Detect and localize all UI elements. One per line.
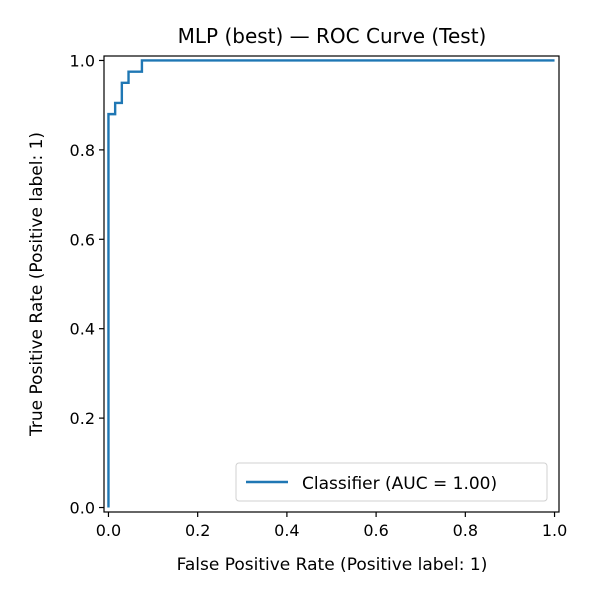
y-tick-label: 0.0 — [70, 499, 95, 518]
legend-label-classifier: Classifier (AUC = 1.00) — [302, 474, 497, 494]
y-tick-label: 0.8 — [70, 141, 95, 160]
x-tick-label: 0.0 — [96, 521, 121, 540]
y-tick-label: 0.4 — [70, 320, 95, 339]
series-layer — [107, 59, 555, 508]
plot-area: 0.0 0.2 0.4 0.6 0.8 1.0 0.0 0.2 0.4 0.6 0.8 1.0 — [70, 51, 568, 540]
x-axis-ticks: 0.0 0.2 0.4 0.6 0.8 1.0 — [96, 512, 567, 540]
x-tick-label: 0.8 — [453, 521, 478, 540]
legend-box — [235, 462, 548, 502]
y-tick-label: 1.0 — [70, 51, 95, 70]
y-axis-ticks: 0.0 0.2 0.4 0.6 0.8 1.0 — [70, 51, 104, 518]
x-tick-label: 0.4 — [274, 521, 299, 540]
y-tick-label: 0.2 — [70, 409, 95, 428]
y-axis-label: True Positive Rate (Positive label: 1) — [27, 132, 47, 437]
x-tick-label: 1.0 — [542, 521, 567, 540]
y-tick-label: 0.6 — [70, 230, 95, 249]
legend: Classifier (AUC = 1.00) — [235, 462, 548, 502]
series-line-0 — [107, 59, 555, 508]
x-axis-label: False Positive Rate (Positive label: 1) — [177, 555, 488, 575]
chart-title: MLP (best) — ROC Curve (Test) — [178, 24, 487, 48]
axes-frame — [103, 55, 560, 513]
x-tick-label: 0.6 — [363, 521, 388, 540]
x-tick-label: 0.2 — [185, 521, 210, 540]
